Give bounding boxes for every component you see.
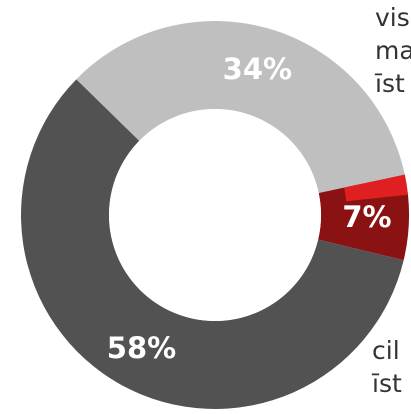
side-text-line: īst <box>375 69 405 98</box>
slice-label-7: 7% <box>342 200 391 234</box>
side-text-line: cil <box>372 336 400 365</box>
slice-label-34: 34% <box>223 52 292 86</box>
side-text-top: vis ma īst <box>375 1 411 100</box>
side-text-line: īst <box>372 369 402 398</box>
side-text-line: ma <box>375 36 411 65</box>
slices <box>20 21 410 410</box>
slice-58-percent <box>20 79 404 410</box>
slice-labels: 34% 7% 58% <box>107 52 392 365</box>
slice-label-58: 58% <box>107 331 176 365</box>
slice-34-percent <box>76 21 405 193</box>
slice-accent-sliver <box>344 174 408 202</box>
side-text-bottom: cil īst <box>372 334 402 400</box>
donut-hole <box>109 109 321 321</box>
side-text-line: vis <box>375 3 410 32</box>
